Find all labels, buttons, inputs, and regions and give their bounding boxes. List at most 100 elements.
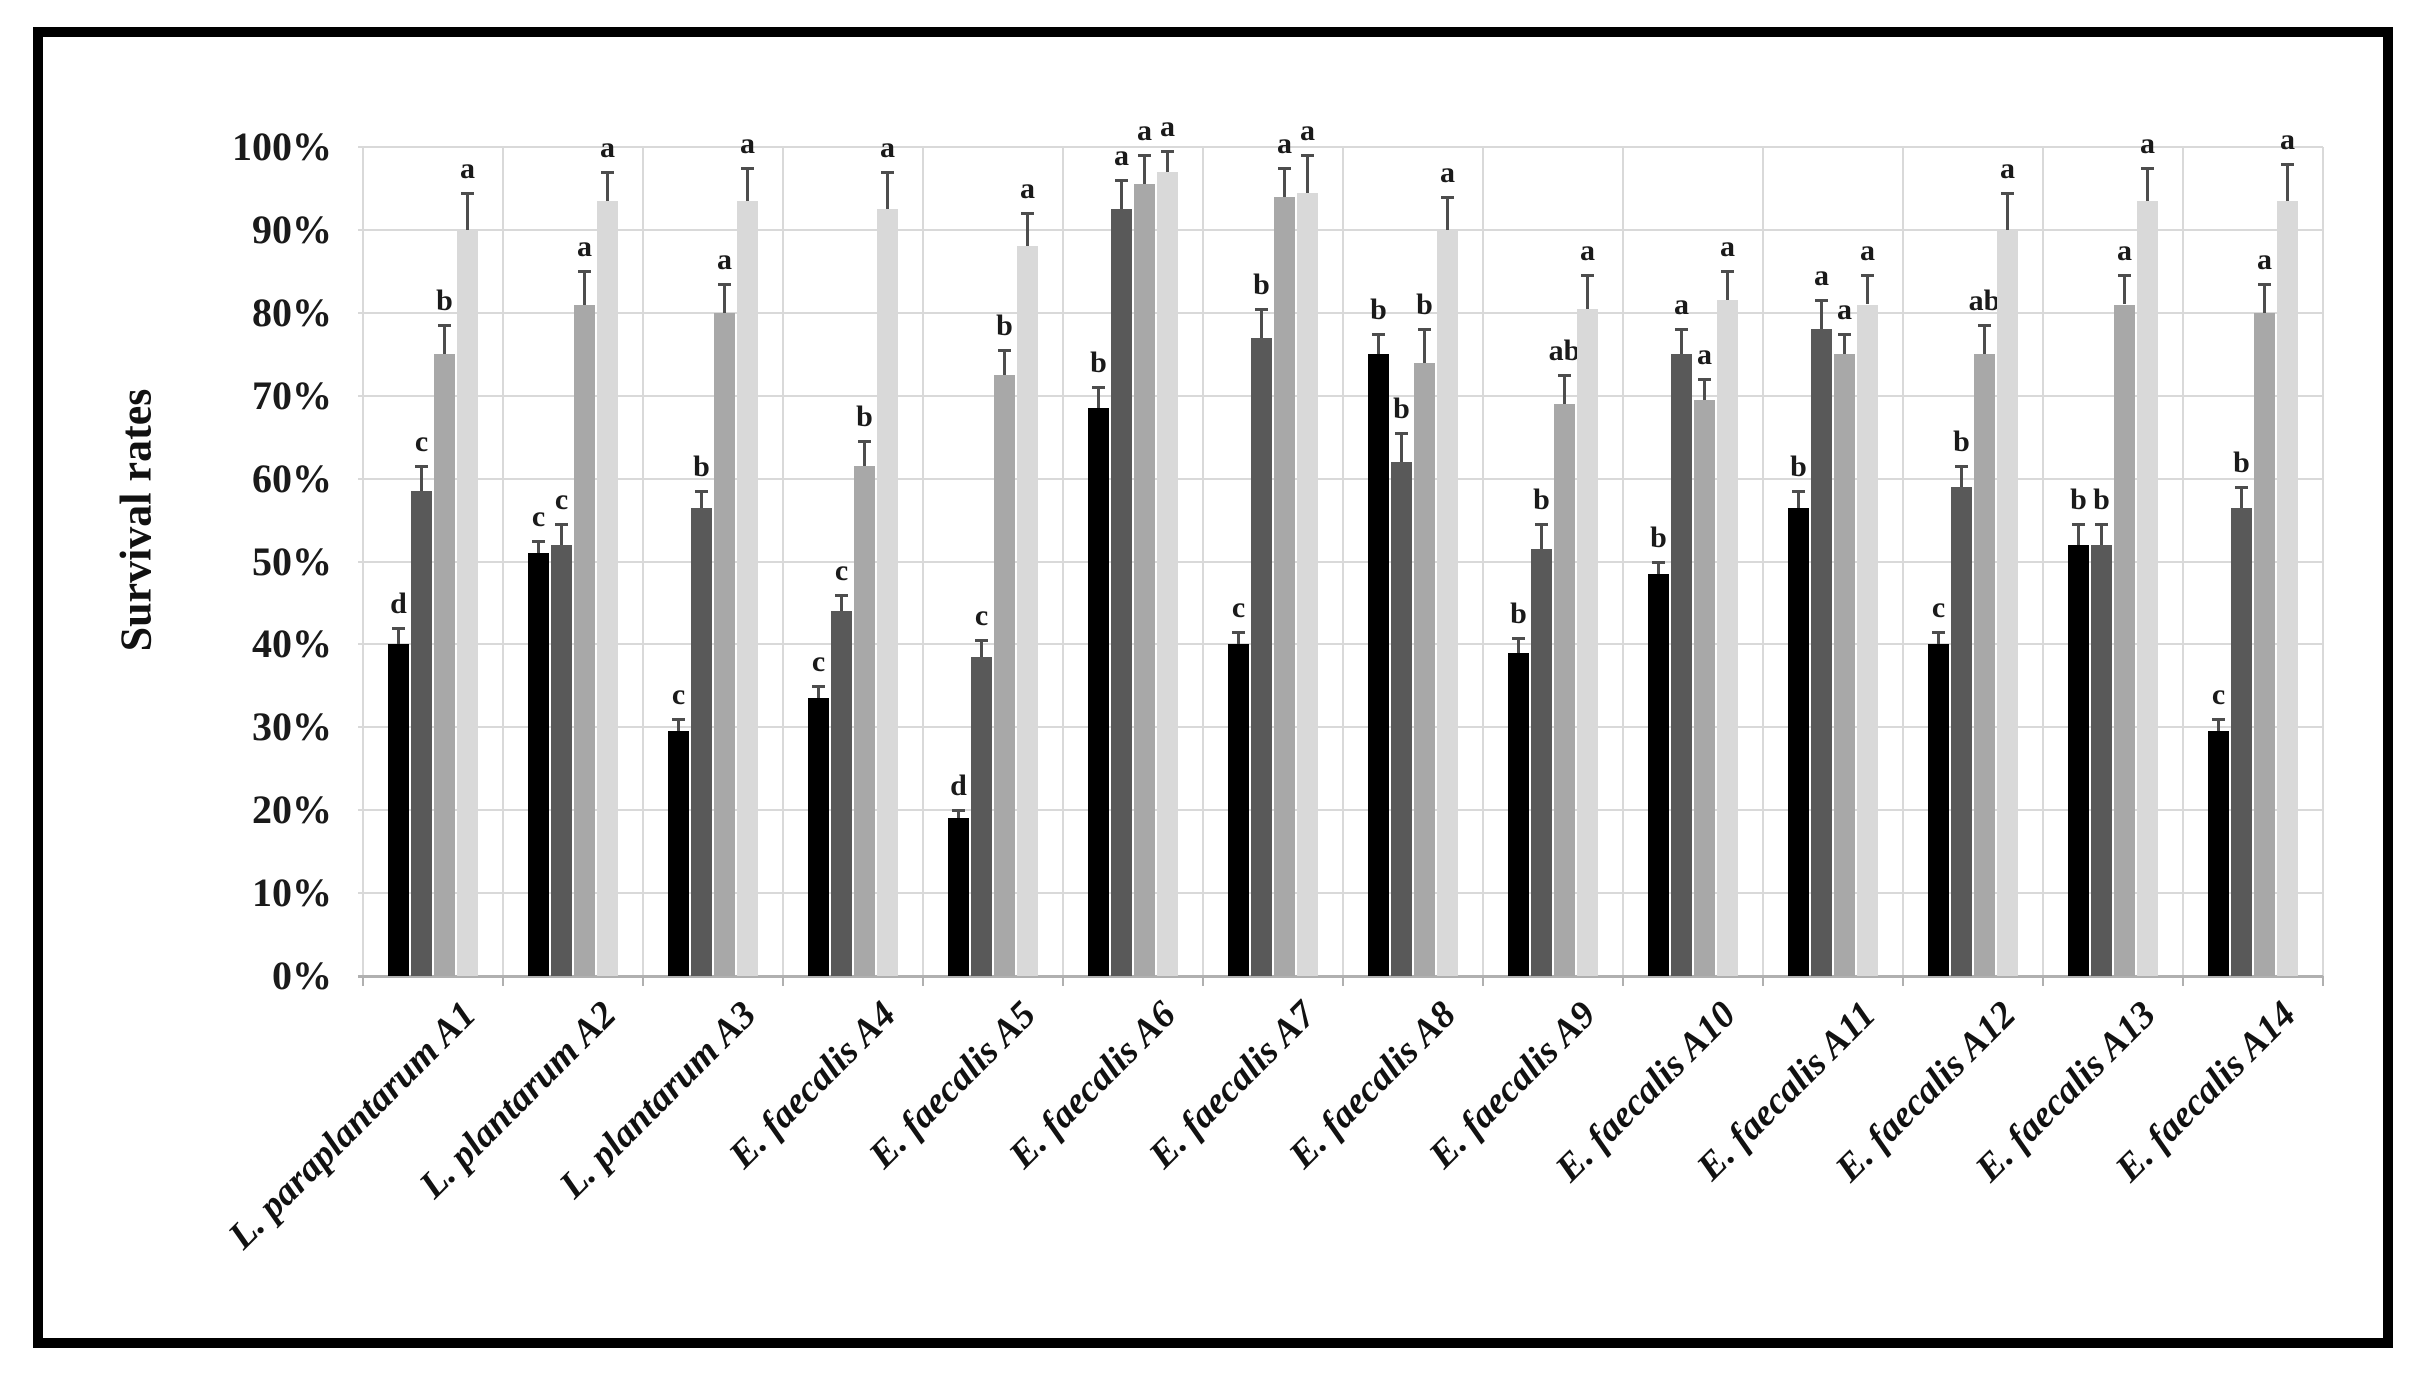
error-bar-cap <box>952 809 965 813</box>
bar-series-4-lightgray <box>1857 304 1878 976</box>
significance-letter: a <box>1580 234 1595 268</box>
error-bar-cap <box>1558 373 1571 377</box>
error-bar-whisker <box>1166 151 1169 172</box>
x-axis-tick <box>362 976 364 986</box>
bar-series-4-lightgray <box>877 209 898 976</box>
horizontal-gridline <box>358 146 2323 148</box>
significance-letter: c <box>2211 678 2226 711</box>
significance-letter: a <box>600 130 615 164</box>
bar-series-4-lightgray <box>1017 246 1038 976</box>
bar-series-3-mediumgray <box>714 312 735 976</box>
error-bar-whisker <box>746 167 749 201</box>
bar-series-2-darkgray <box>1671 354 1692 976</box>
error-bar-cap <box>718 282 731 286</box>
error-bar-whisker <box>2217 719 2220 732</box>
error-bar-whisker <box>466 192 469 230</box>
error-bar-cap <box>1955 465 1968 469</box>
significance-letter: c <box>671 678 686 711</box>
x-axis-tick <box>1342 976 1344 986</box>
error-bar-whisker <box>863 441 866 467</box>
x-axis-tick <box>2322 976 2324 986</box>
error-bar-cap <box>2095 523 2108 527</box>
error-bar-cap <box>858 440 871 444</box>
bar-series-1-black <box>1788 507 1809 976</box>
error-bar-cap <box>1301 154 1314 158</box>
error-bar-whisker <box>817 685 820 699</box>
error-bar-whisker <box>1866 275 1869 305</box>
error-bar-cap <box>415 465 428 469</box>
y-tick-label: 60% <box>252 455 332 501</box>
error-bar-cap <box>1838 332 1851 336</box>
error-bar-whisker <box>2263 283 2266 313</box>
significance-letter: b <box>1953 425 1970 459</box>
bar-series-2-darkgray <box>1391 462 1412 976</box>
bar-series-2-darkgray <box>551 544 572 976</box>
significance-letter: a <box>1860 234 1875 268</box>
bar-series-4-lightgray <box>1717 300 1738 976</box>
error-bar-whisker <box>1983 325 1986 355</box>
significance-letter: b <box>436 284 453 318</box>
bar-series-4-lightgray <box>1997 229 2018 976</box>
error-bar-cap <box>392 626 405 630</box>
significance-letter: b <box>2233 445 2250 479</box>
error-bar-cap <box>1232 630 1245 634</box>
error-bar-cap <box>1278 166 1291 170</box>
error-bar-whisker <box>1563 374 1566 404</box>
bar-series-4-lightgray <box>1297 192 1318 976</box>
bar-series-2-darkgray <box>971 656 992 976</box>
significance-letter: a <box>1440 155 1455 189</box>
bar-series-1-black <box>1648 573 1669 976</box>
error-bar-cap <box>1815 299 1828 303</box>
bar-series-2-darkgray <box>1951 486 1972 976</box>
bar-series-4-lightgray <box>597 200 618 976</box>
error-bar-cap <box>881 170 894 174</box>
error-bar-whisker <box>1260 308 1263 338</box>
y-tick-label: 0% <box>272 953 332 998</box>
error-bar-whisker <box>1586 275 1589 309</box>
bar-series-3-mediumgray <box>2254 312 2275 976</box>
y-axis-title: Survival rates <box>111 388 161 652</box>
bar-series-3-mediumgray <box>1414 362 1435 976</box>
bar-series-2-darkgray <box>2091 544 2112 976</box>
error-bar-cap <box>2118 274 2131 278</box>
x-axis-tick <box>1482 976 1484 986</box>
bar-series-3-mediumgray <box>1274 196 1295 976</box>
bar-series-1-black <box>1088 408 1109 976</box>
horizontal-gridline <box>358 726 2323 729</box>
figure-border <box>33 27 2393 1348</box>
error-bar-cap <box>1581 274 1594 278</box>
error-bar-cap <box>998 349 1011 353</box>
vertical-gridline <box>1762 147 1764 976</box>
significance-letter: a <box>1277 126 1292 160</box>
significance-letter: a <box>740 126 755 160</box>
error-bar-cap <box>1698 378 1711 382</box>
error-bar-cap <box>438 324 451 328</box>
error-bar-whisker <box>420 466 423 492</box>
error-bar-cap <box>1675 328 1688 332</box>
error-bar-whisker <box>1680 329 1683 355</box>
error-bar-whisker <box>1726 271 1729 301</box>
x-axis-tick <box>1622 976 1624 986</box>
x-axis-tick <box>1062 976 1064 986</box>
error-bar-whisker <box>1820 300 1823 330</box>
x-axis-tick <box>1762 976 1764 986</box>
bar-series-4-lightgray <box>457 229 478 976</box>
vertical-gridline <box>1622 147 1624 976</box>
bar-series-1-black <box>2068 544 2089 976</box>
bar-series-4-lightgray <box>1157 171 1178 976</box>
bar-series-2-darkgray <box>1251 337 1272 976</box>
bar-series-3-mediumgray <box>1694 399 1715 976</box>
error-bar-whisker <box>677 719 680 732</box>
significance-letter: a <box>577 230 592 264</box>
significance-letter: c <box>554 483 569 517</box>
bar-series-4-lightgray <box>2137 200 2158 976</box>
significance-letter: a <box>1114 139 1129 173</box>
y-tick-label: 90% <box>252 206 332 252</box>
x-axis-tick <box>782 976 784 986</box>
y-tick-label: 10% <box>252 870 332 916</box>
error-bar-whisker <box>1843 333 1846 355</box>
bar-series-2-darkgray <box>831 611 852 976</box>
error-bar-cap <box>1395 432 1408 435</box>
error-bar-whisker <box>2240 486 2243 508</box>
error-bar-cap <box>975 639 988 643</box>
